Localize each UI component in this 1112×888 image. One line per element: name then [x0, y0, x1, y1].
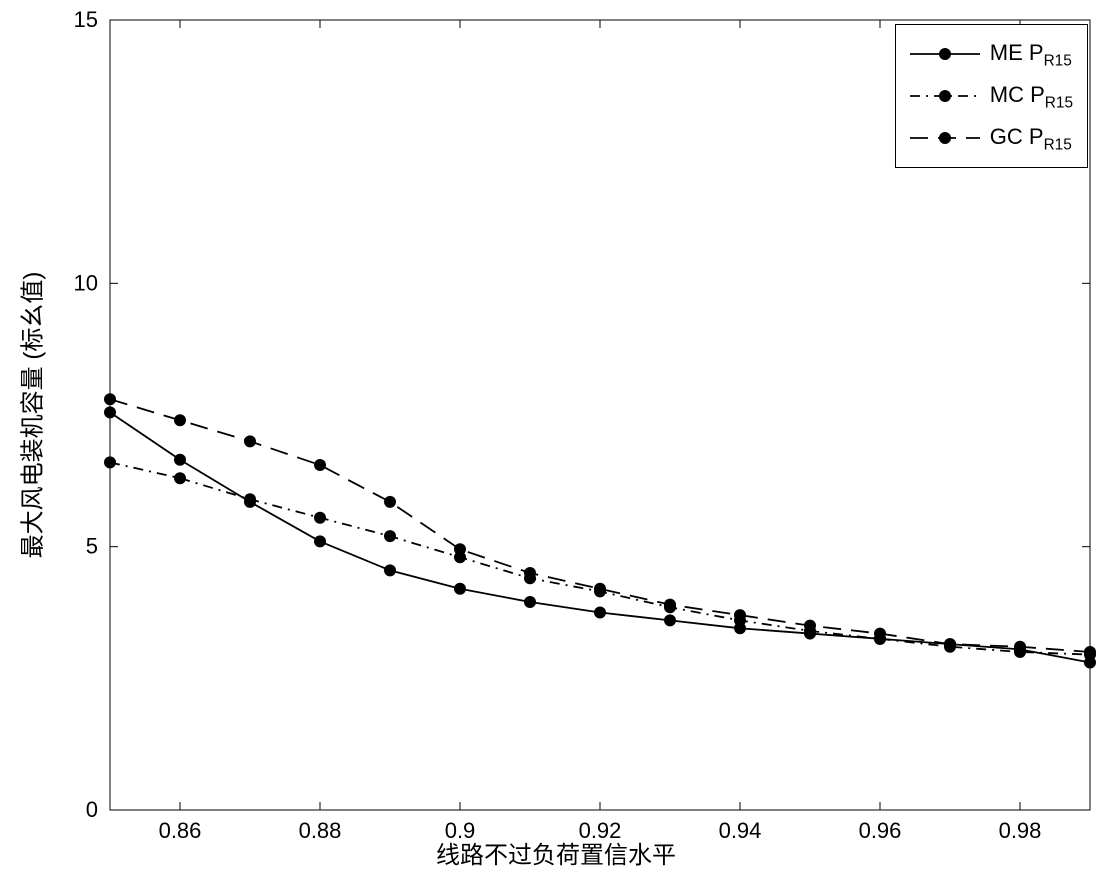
x-axis-label: 线路不过负荷置信水平: [0, 835, 1112, 870]
series-marker-mc: [384, 530, 396, 542]
legend-entry-mc: MC PR15: [910, 75, 1073, 117]
series-marker-mc: [174, 472, 186, 484]
series-marker-gc: [664, 599, 676, 611]
series-marker-me: [664, 614, 676, 626]
series-marker-gc: [244, 435, 256, 447]
legend-label-me: ME PR15: [990, 33, 1072, 75]
legend-entry-gc: GC PR15: [910, 117, 1073, 159]
y-tick-label: 0: [86, 797, 98, 822]
legend-label-mc: MC PR15: [990, 75, 1073, 117]
series-marker-gc: [1014, 641, 1026, 653]
legend-sample-mc: [910, 86, 980, 106]
legend-sample-gc: [910, 128, 980, 148]
series-marker-me: [594, 607, 606, 619]
series-line-me: [110, 412, 1090, 662]
series-marker-gc: [804, 620, 816, 632]
y-tick-label: 5: [86, 534, 98, 559]
legend: ME PR15MC PR15GC PR15: [895, 24, 1088, 168]
series-marker-gc: [1084, 646, 1096, 658]
series-marker-me: [104, 406, 116, 418]
series-marker-gc: [314, 459, 326, 471]
y-tick-label: 10: [74, 270, 98, 295]
series-marker-me: [314, 535, 326, 547]
series-marker-gc: [174, 414, 186, 426]
series-marker-me: [384, 564, 396, 576]
series-marker-mc: [244, 493, 256, 505]
series-marker-gc: [874, 628, 886, 640]
y-axis-label: 最大风电装机容量 (标幺值): [13, 272, 48, 559]
series-marker-me: [454, 583, 466, 595]
y-tick-label: 15: [74, 7, 98, 32]
legend-entry-me: ME PR15: [910, 33, 1073, 75]
series-marker-gc: [594, 583, 606, 595]
series-marker-gc: [454, 543, 466, 555]
legend-sample-me: [910, 44, 980, 64]
series-marker-gc: [734, 609, 746, 621]
series-marker-mc: [314, 512, 326, 524]
series-marker-me: [524, 596, 536, 608]
series-marker-me: [174, 454, 186, 466]
series-line-mc: [110, 462, 1090, 654]
series-marker-gc: [384, 496, 396, 508]
series-marker-gc: [524, 567, 536, 579]
legend-label-gc: GC PR15: [990, 117, 1072, 159]
series-marker-mc: [104, 456, 116, 468]
chart-container: 0.860.880.90.920.940.960.98051015 最大风电装机…: [0, 0, 1112, 888]
series-marker-gc: [944, 638, 956, 650]
series-marker-gc: [104, 393, 116, 405]
